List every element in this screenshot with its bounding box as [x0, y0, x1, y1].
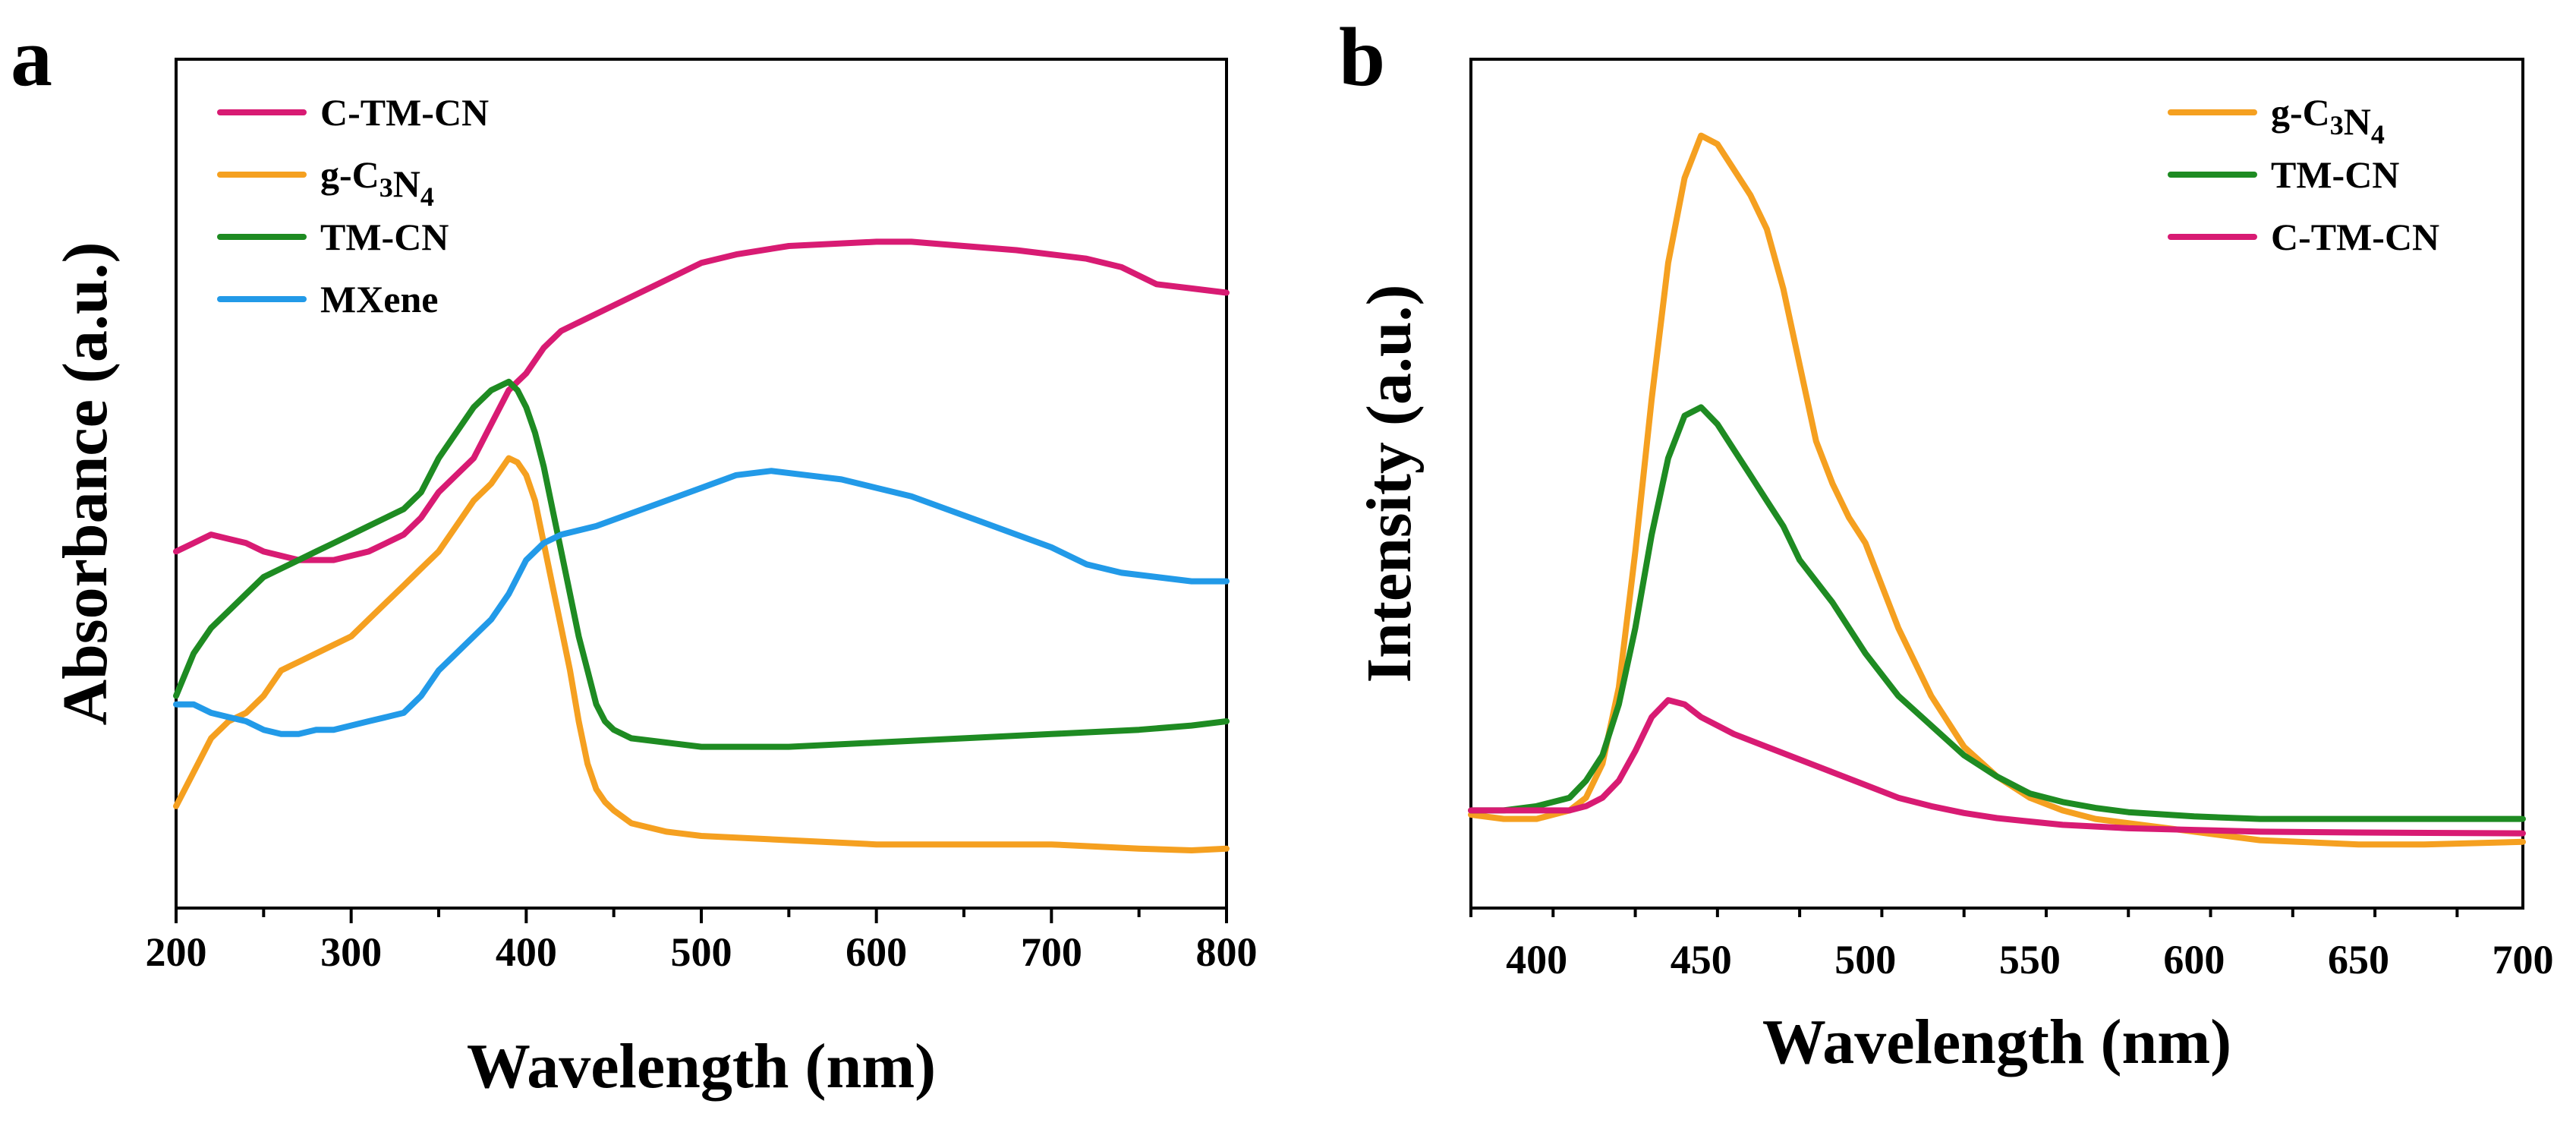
- series-line-c-tm-cn: [1468, 697, 2526, 837]
- panel-a-series: [173, 238, 1230, 853]
- panel-b-x-axis-title: Wavelength (nm): [1762, 1007, 2231, 1077]
- panel-b-series: [1468, 132, 2526, 848]
- legend-label-tm-cn: TM-CN: [2271, 153, 2399, 196]
- panel-a-x-ticks: 200 300 400 500 600 700 800: [146, 908, 1258, 975]
- legend-label-c-tm-cn: C-TM-CN: [2271, 216, 2439, 258]
- series-line-g-c3n4: [1468, 132, 2526, 848]
- x-tick-label: 600: [846, 929, 907, 975]
- panel-b-plot-frame: [1469, 58, 2524, 910]
- series-line-g-c3n4: [173, 455, 1230, 853]
- x-tick-label: 800: [1196, 929, 1258, 975]
- panel-a-y-axis-title: Absorbance (a.u.): [50, 241, 121, 725]
- x-tick-label: 550: [1999, 937, 2061, 982]
- panel-b-label: b: [1339, 11, 1385, 103]
- x-tick-label: 300: [320, 929, 382, 975]
- panel-a-label: a: [11, 11, 52, 103]
- x-tick-label: 400: [496, 929, 557, 975]
- x-tick-label: 700: [2493, 937, 2554, 982]
- legend-label-mxene: MXene: [320, 278, 439, 320]
- x-tick-label: 650: [2328, 937, 2389, 982]
- legend-label-g-c3n4: g-C3N4: [2271, 91, 2385, 150]
- x-tick-label: 450: [1671, 937, 1732, 982]
- x-tick-label: 700: [1021, 929, 1082, 975]
- series-line-tm-cn: [173, 378, 1230, 750]
- panel-a-absorbance-chart: a 200 300 400 500 600 700 800 C-TM-CN g-C3N4TM-…: [11, 11, 1258, 1102]
- series-line-mxene: [173, 468, 1230, 737]
- x-tick-label: 500: [1834, 937, 1896, 982]
- legend-label-tm-cn: TM-CN: [320, 216, 449, 258]
- panel-a-x-axis-title: Wavelength (nm): [467, 1031, 936, 1102]
- x-tick-label: 400: [1506, 937, 1567, 982]
- x-tick-label: 500: [671, 929, 732, 975]
- panel-b-x-ticks: 400 450 500 550 600 650 700: [1469, 908, 2554, 982]
- legend-label-g-c3n4: g-C3N4: [320, 153, 434, 212]
- panel-b-y-axis-title: Intensity (a.u.): [1354, 284, 1425, 683]
- legend-label-c-tm-cn: C-TM-CN: [320, 91, 489, 134]
- series-line-tm-cn: [1468, 404, 2526, 822]
- x-tick-label: 200: [146, 929, 207, 975]
- x-tick-label: 600: [2163, 937, 2225, 982]
